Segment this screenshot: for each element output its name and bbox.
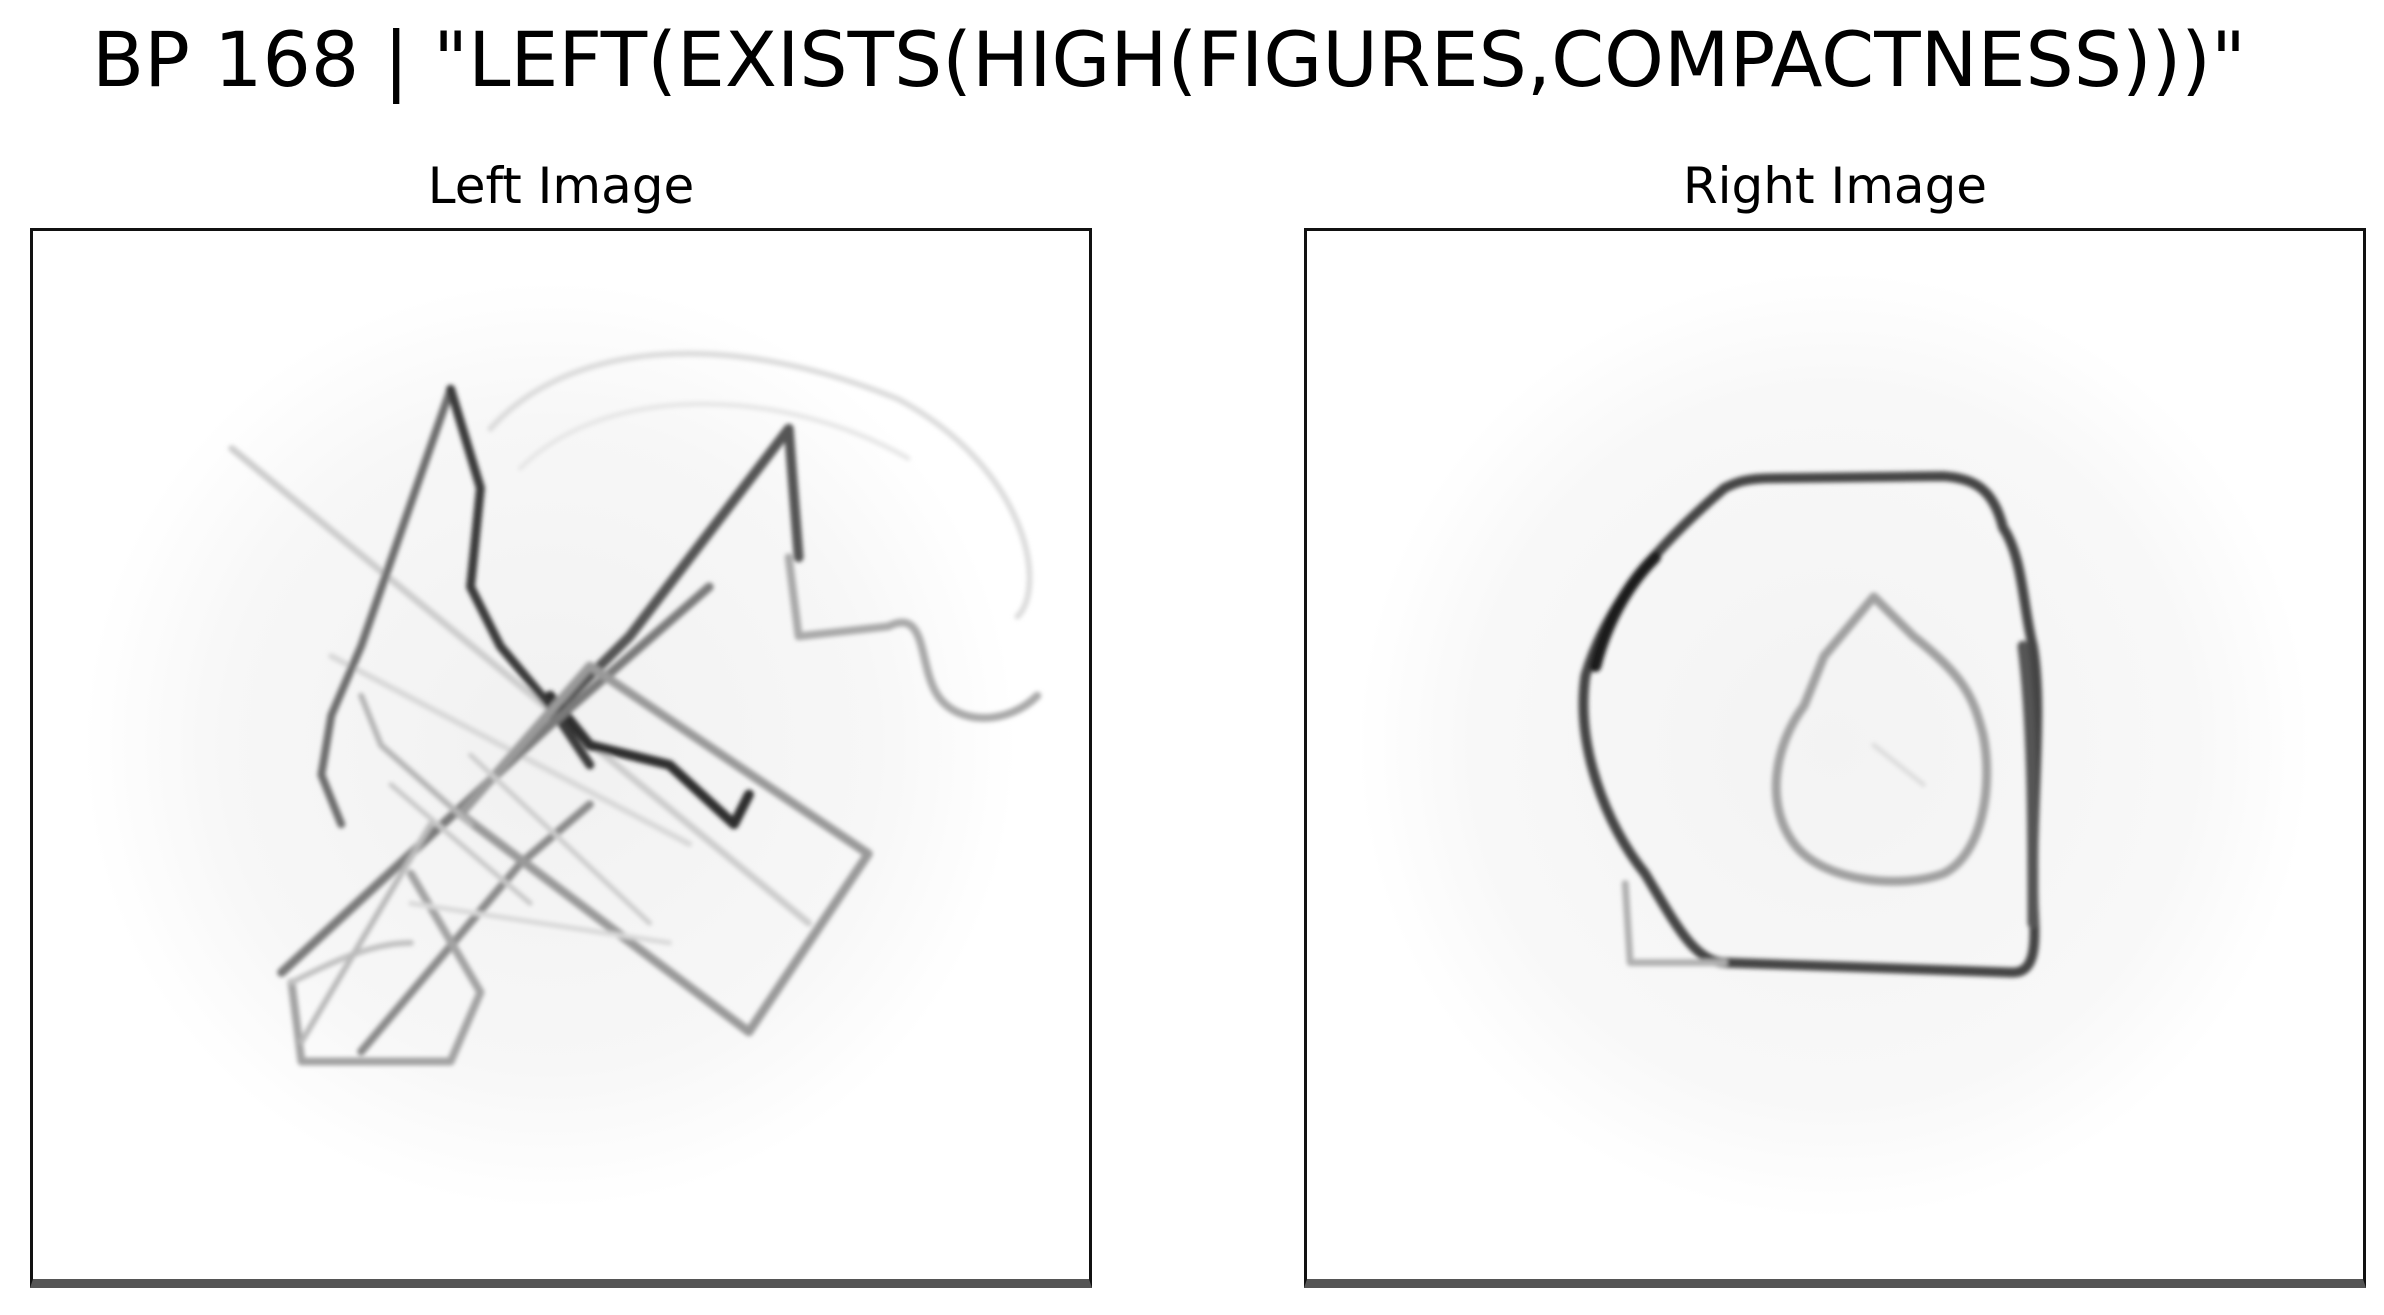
left-image-drawing [82, 280, 1042, 1210]
left-panel-title: Left Image [427, 157, 695, 215]
right-panel-title: Right Image [1682, 157, 1988, 215]
left-image-panel [30, 228, 1092, 1288]
right-image-panel [1304, 228, 2366, 1288]
right-image-drawing [1356, 270, 2312, 1220]
figure-title: BP 168 | "LEFT(EXISTS(HIGH(FIGURES,COMPA… [92, 15, 2246, 104]
